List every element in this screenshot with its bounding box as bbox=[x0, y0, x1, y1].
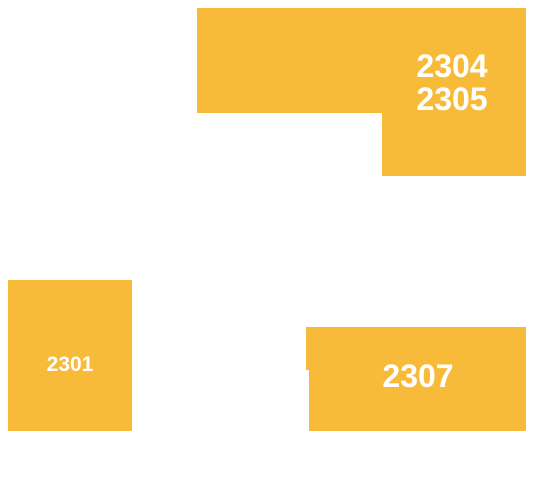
unit-2307-shape[interactable] bbox=[306, 327, 526, 431]
unit-label-2305: 2305 bbox=[416, 81, 487, 117]
unit-2304-2305-shape[interactable] bbox=[197, 8, 526, 176]
unit-2304-2305[interactable]: 2304 2305 bbox=[197, 8, 526, 176]
unit-2301-shape[interactable] bbox=[8, 280, 132, 431]
unit-label-2301: 2301 bbox=[47, 353, 94, 376]
unit-2301[interactable]: 2301 bbox=[8, 280, 132, 431]
unit-2307[interactable]: 2307 bbox=[306, 327, 526, 431]
unit-label-2307: 2307 bbox=[382, 358, 453, 394]
unit-label-2304: 2304 bbox=[416, 48, 487, 84]
